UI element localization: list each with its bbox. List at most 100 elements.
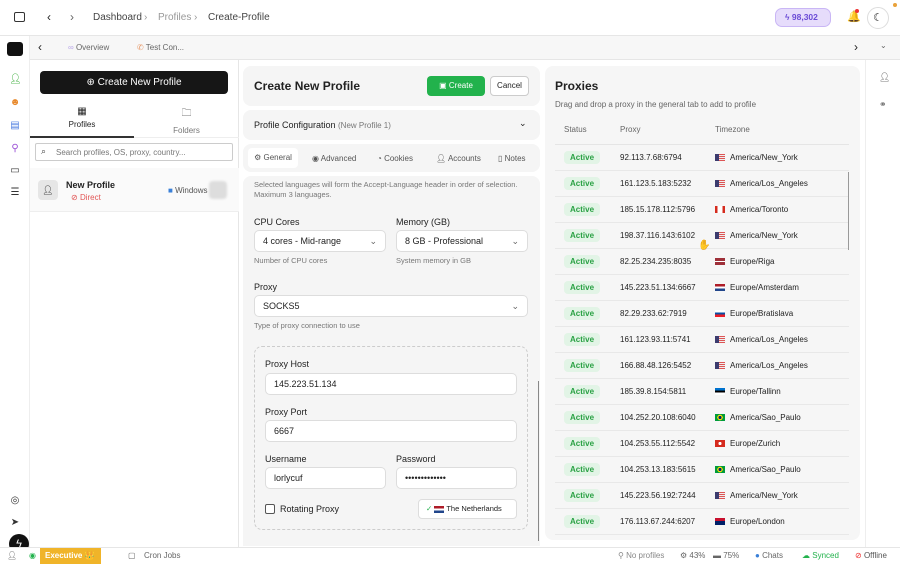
proxy-row[interactable]: Active 92.113.7.68:6794 America/New_York xyxy=(555,145,849,171)
proxy-row[interactable]: Active 176.113.67.244:6207 Europe/London xyxy=(555,509,849,535)
scrollbar[interactable] xyxy=(848,172,849,250)
proxy-row[interactable]: Active 82.29.233.62:7919 Europe/Bratisla… xyxy=(555,301,849,327)
link-icon[interactable]: ⚭ xyxy=(879,99,887,109)
bot-icon[interactable]: ☻ xyxy=(9,97,21,108)
proxy-host-input[interactable]: 145.223.51.134 xyxy=(265,373,517,395)
send-icon[interactable]: ➤ xyxy=(10,517,20,528)
proxy-row[interactable]: Active 104.252.20.108:6040 America/Sao_P… xyxy=(555,405,849,431)
breadcrumb-dashboard[interactable]: Dashboard xyxy=(93,12,142,23)
sidebar-toggle-icon[interactable] xyxy=(14,12,25,22)
user-icon: 👤︎ xyxy=(7,551,18,560)
tab-overview[interactable]: ∞ Overview xyxy=(68,43,110,52)
cpu-usage: ⚙ 43% xyxy=(680,551,706,560)
proxy-row[interactable]: Active 161.123.5.183:5232 America/Los_An… xyxy=(555,171,849,197)
tab-notes[interactable]: ▯ Notes xyxy=(498,154,526,163)
cron-jobs-link[interactable]: Cron Jobs xyxy=(144,551,181,560)
proxy-details: Proxy Host 145.223.51.134 Proxy Port 666… xyxy=(254,346,528,530)
proxy-row[interactable]: Active 82.25.234.235:8035 Europe/Riga xyxy=(555,249,849,275)
chats-link[interactable]: ● Chats xyxy=(755,551,783,560)
status-badge: Active xyxy=(564,515,601,528)
create-button[interactable]: ▣ Create xyxy=(427,76,485,96)
status-badge: Active xyxy=(564,463,601,476)
password-input[interactable]: ••••••••••••• xyxy=(396,467,517,489)
proxy-row[interactable]: Active 145.223.51.134:6667 Europe/Amster… xyxy=(555,275,849,301)
theme-toggle-button[interactable]: ☾ xyxy=(867,7,889,29)
os-label: ■ Windows xyxy=(168,186,208,195)
memory-select[interactable]: 8 GB - Professional ⌄ xyxy=(396,230,528,252)
proxy-row[interactable]: Active 104.253.13.183:5615 America/Sao_P… xyxy=(555,457,849,483)
sliders-icon[interactable]: ☰ xyxy=(10,187,20,198)
proxy-row[interactable]: Active 166.88.48.126:5452 America/Los_An… xyxy=(555,353,849,379)
forward-icon[interactable]: › xyxy=(70,10,74,24)
tab-general[interactable]: ⚙ General xyxy=(248,148,298,168)
proxy-type-select[interactable]: SOCKS5 ⌄ xyxy=(254,295,528,317)
proxy-address: 161.123.93.11:5741 xyxy=(620,335,691,344)
binoculars-icon: ∞ xyxy=(68,43,76,52)
bell-icon[interactable]: 🔔 xyxy=(847,11,861,23)
profile-action-button[interactable] xyxy=(209,181,227,199)
rotating-proxy-checkbox[interactable] xyxy=(265,504,275,514)
proxy-address: 185.15.178.112:5796 xyxy=(620,205,696,214)
cpu-cores-select[interactable]: 4 cores - Mid-range ⌄ xyxy=(254,230,386,252)
search-input[interactable]: ⌕ Search profiles, OS, proxy, country... xyxy=(35,143,233,161)
proxy-address: 92.113.7.68:6794 xyxy=(620,153,682,162)
tab-cookies[interactable]: ◔ Cookies xyxy=(377,154,413,163)
cloud-icon: ☁ xyxy=(802,551,813,560)
status-badge: Active xyxy=(564,307,601,320)
monitor-icon[interactable]: ▭ xyxy=(10,165,20,176)
tab-advanced[interactable]: ◉ Advanced xyxy=(312,154,357,163)
status-badge: Active xyxy=(564,255,601,268)
top-bar: ‹ › Dashboard › Profiles › Create-Profil… xyxy=(0,0,900,36)
proxy-row[interactable]: Active 145.223.56.192:7244 America/New_Y… xyxy=(555,483,849,509)
memory-usage: ▬ 75% xyxy=(713,551,740,560)
proxy-row[interactable]: Active 198.37.116.143:6102 America/New_Y… xyxy=(555,223,849,249)
windows-icon: ■ xyxy=(168,186,173,195)
proxy-address: 104.253.55.112:5542 xyxy=(620,439,696,448)
status-badge: Active xyxy=(564,437,601,450)
tab-profiles[interactable]: ▦ Profiles xyxy=(30,106,134,138)
proxy-address: 104.252.20.108:6040 xyxy=(620,413,696,422)
proxy-row[interactable]: Active 185.39.8.154:5811 Europe/Tallinn xyxy=(555,379,849,405)
proxy-row[interactable]: Active 161.123.93.11:5741 America/Los_An… xyxy=(555,327,849,353)
breadcrumb-profiles[interactable]: Profiles xyxy=(158,12,192,23)
proxy-check-button[interactable]: ✓ The Netherlands xyxy=(418,499,517,519)
back-icon[interactable]: ‹ xyxy=(47,10,51,24)
proxy-row[interactable]: Active 185.15.178.112:5796 America/Toron… xyxy=(555,197,849,223)
profile-configuration-header[interactable]: Profile Configuration (New Profile 1) ⌄ xyxy=(243,110,540,140)
tab-test-connection[interactable]: ✆ Test Con... xyxy=(137,43,185,52)
scrollbar[interactable] xyxy=(538,381,539,541)
collapse-icon[interactable]: ‹ xyxy=(38,40,42,54)
proxies-panel: Proxies Drag and drop a proxy in the gen… xyxy=(545,66,860,540)
plus-circle-icon: ⊕ xyxy=(86,77,98,88)
cancel-button[interactable]: Cancel xyxy=(490,76,529,96)
tab-accounts[interactable]: 👤︎ Accounts xyxy=(436,154,481,163)
scroll-right-icon[interactable]: › xyxy=(854,40,858,54)
create-new-profile-button[interactable]: ⊕ Create New Profile xyxy=(40,71,228,94)
chat-icon: ● xyxy=(755,551,763,560)
status-badge: Active xyxy=(564,177,601,190)
status-badge: Active xyxy=(564,489,601,502)
status-badge: Active xyxy=(564,229,601,242)
username-input[interactable]: lorlycuf xyxy=(265,467,386,489)
chevron-down-icon: ⌄ xyxy=(511,236,519,246)
tab-folders[interactable]: 🗀 Folders xyxy=(134,106,239,138)
profile-list-item[interactable]: 👤︎ New Profile ⊘ Direct ■ Windows xyxy=(30,168,239,212)
timezone: America/New_York xyxy=(730,153,798,162)
credits-badge[interactable]: ϟ 98,302 xyxy=(775,8,831,27)
tabs-dropdown-icon[interactable]: ⌄ xyxy=(880,41,887,50)
proxy-row[interactable]: Active 104.253.55.112:5542 Europe/Zurich xyxy=(555,431,849,457)
proxy-address: 161.123.5.183:5232 xyxy=(620,179,692,188)
document-icon[interactable]: ▤ xyxy=(10,120,20,131)
user-icon[interactable]: 👤︎ xyxy=(9,74,22,85)
flag-br-icon xyxy=(715,466,725,473)
support-icon[interactable]: ◎ xyxy=(10,495,20,506)
create-profile-form: Create New Profile ▣ Create Cancel Profi… xyxy=(243,66,540,546)
satellite-icon[interactable]: ⚲ xyxy=(11,143,19,154)
user-icon[interactable]: 👤︎ xyxy=(879,72,891,82)
check-circle-icon: ✓ xyxy=(426,504,433,513)
plan-badge[interactable]: Executive 👑 xyxy=(40,548,101,564)
proxy-port-input[interactable]: 6667 xyxy=(265,420,517,442)
proxy-address: 198.37.116.143:6102 xyxy=(620,231,696,240)
page-title: Create New Profile xyxy=(254,79,361,93)
proxy-address: 185.39.8.154:5811 xyxy=(620,387,687,396)
